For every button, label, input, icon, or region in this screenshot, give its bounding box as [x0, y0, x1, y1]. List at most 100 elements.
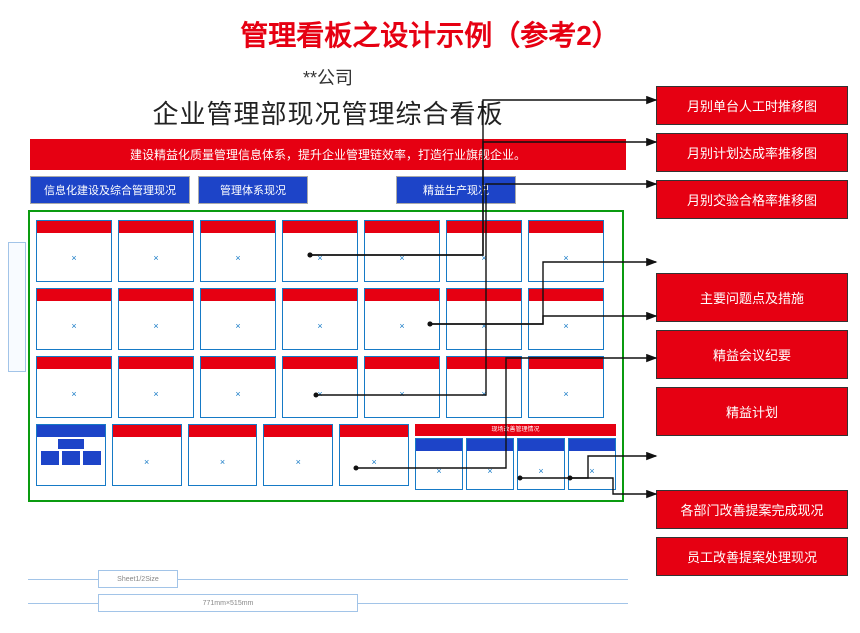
callout-box: 各部门改善提案完成现况 [656, 490, 848, 529]
callout-box: 员工改善提案处理现况 [656, 537, 848, 576]
callout-column: 月别单台人工时推移图月别计划达成率推移图月别交验合格率推移图主要问题点及措施精益… [656, 86, 848, 584]
panel-body: × [569, 451, 615, 491]
panel-header [113, 425, 181, 437]
org-chart-panel [36, 424, 106, 486]
panel-body: × [340, 437, 408, 487]
panel-header [467, 439, 513, 451]
panel-body: × [447, 301, 521, 351]
panel-body: × [365, 301, 439, 351]
vertical-ruler [8, 242, 26, 372]
kanban-panel: × [528, 220, 604, 282]
section-tabs: 信息化建设及综合管理现况 管理体系现况 精益生产现况 [30, 176, 626, 204]
panel-body: × [467, 451, 513, 491]
panel-row-bottom: ××××现场改善管理情况×××× [36, 424, 616, 490]
panel-body: × [37, 233, 111, 283]
kanban-panel: × [188, 424, 258, 486]
board-frame: ×××××××××××××××××××××××××现场改善管理情况×××× [28, 210, 624, 502]
slogan-banner: 建设精益化质量管理信息体系，提升企业管理链效率，打造行业旗舰企业。 [30, 139, 626, 170]
callout-box: 精益计划 [656, 387, 848, 436]
kanban-panel: × [466, 438, 514, 490]
callout-box: 月别交验合格率推移图 [656, 180, 848, 219]
panel-body: × [119, 301, 193, 351]
panel-body: × [37, 301, 111, 351]
kanban-panel: × [446, 356, 522, 418]
kanban-panel: × [36, 356, 112, 418]
panel-header [416, 439, 462, 451]
kanban-panel: × [282, 356, 358, 418]
kanban-panel: × [200, 220, 276, 282]
kanban-panel: × [36, 288, 112, 350]
panel-header [447, 289, 521, 301]
board-stage: **公司 企业管理部现况管理综合看板 建设精益化质量管理信息体系，提升企业管理链… [18, 60, 638, 600]
panel-row: ××××××× [36, 220, 616, 282]
panel-body: × [37, 369, 111, 419]
panel-body: × [518, 451, 564, 491]
panel-header [119, 221, 193, 233]
panel-body: × [264, 437, 332, 487]
panel-header [283, 357, 357, 369]
callout-box: 月别计划达成率推移图 [656, 133, 848, 172]
kanban-panel: × [118, 356, 194, 418]
page-title: 管理看板之设计示例（参考2） [0, 0, 860, 62]
panel-header [529, 221, 603, 233]
panel-header [365, 357, 439, 369]
sub-panel-group: 现场改善管理情况×××× [415, 424, 616, 490]
panel-header [529, 289, 603, 301]
kanban-panel: × [36, 220, 112, 282]
kanban-panel: × [517, 438, 565, 490]
panel-header [37, 357, 111, 369]
panel-header [340, 425, 408, 437]
kanban-panel: × [118, 288, 194, 350]
kanban-panel: × [528, 288, 604, 350]
kanban-panel: × [200, 288, 276, 350]
panel-body: × [447, 369, 521, 419]
sub-banner: 现场改善管理情况 [415, 424, 616, 436]
panel-body: × [283, 233, 357, 283]
panel-header [37, 221, 111, 233]
panel-body: × [416, 451, 462, 491]
panel-body: × [529, 301, 603, 351]
panel-row: ××××××× [36, 356, 616, 418]
tab-info-mgmt: 信息化建设及综合管理现况 [30, 176, 190, 204]
panel-header [119, 357, 193, 369]
panel-body: × [447, 233, 521, 283]
callout-box: 精益会议纪要 [656, 330, 848, 379]
kanban-panel: × [364, 220, 440, 282]
panel-body: × [529, 233, 603, 283]
panel-body: × [189, 437, 257, 487]
panel-header [365, 289, 439, 301]
kanban-panel: × [568, 438, 616, 490]
panel-header [283, 289, 357, 301]
panel-header [37, 289, 111, 301]
kanban-panel: × [339, 424, 409, 486]
panel-header [447, 221, 521, 233]
tab-lean-prod: 精益生产现况 [396, 176, 516, 204]
panel-header [189, 425, 257, 437]
ruler-label-1: Sheet1/2Size [98, 570, 178, 588]
panel-body: × [365, 369, 439, 419]
panel-header [529, 357, 603, 369]
panel-header [447, 357, 521, 369]
kanban-panel: × [415, 438, 463, 490]
kanban-panel: × [200, 356, 276, 418]
board-heading: 企业管理部现况管理综合看板 [18, 94, 638, 131]
panel-row: ××××××× [36, 288, 616, 350]
panel-header [365, 221, 439, 233]
company-name: **公司 [18, 64, 638, 90]
kanban-panel: × [118, 220, 194, 282]
panel-body: × [529, 369, 603, 419]
callout-box: 主要问题点及措施 [656, 273, 848, 322]
panel-body: × [283, 301, 357, 351]
kanban-panel: × [364, 288, 440, 350]
panel-header [569, 439, 615, 451]
ruler-label-2: 771mm×515mm [98, 594, 358, 612]
tab-system-mgmt: 管理体系现况 [198, 176, 308, 204]
kanban-panel: × [446, 220, 522, 282]
callout-box: 月别单台人工时推移图 [656, 86, 848, 125]
kanban-panel: × [446, 288, 522, 350]
panel-body: × [201, 233, 275, 283]
panel-header [201, 357, 275, 369]
bottom-ruler: Sheet1/2Size 771mm×515mm [18, 568, 638, 624]
panel-body: × [113, 437, 181, 487]
panel-header [201, 221, 275, 233]
